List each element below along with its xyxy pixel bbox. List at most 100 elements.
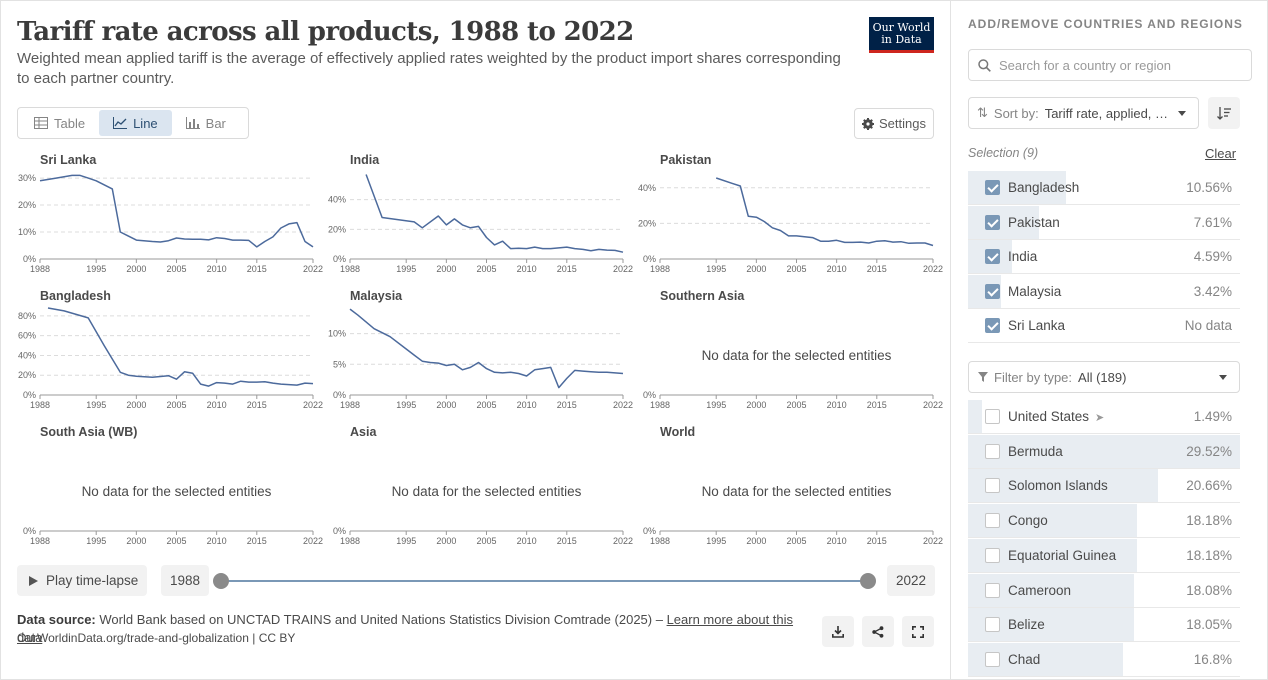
- fullscreen-button[interactable]: [902, 616, 934, 647]
- data-point[interactable]: [769, 225, 775, 231]
- tab-table[interactable]: Table: [20, 110, 99, 136]
- data-point[interactable]: [101, 343, 107, 349]
- data-point[interactable]: [492, 242, 498, 248]
- data-point[interactable]: [443, 363, 449, 369]
- data-point[interactable]: [61, 308, 67, 314]
- data-point[interactable]: [379, 214, 385, 220]
- data-point[interactable]: [564, 375, 570, 381]
- data-point[interactable]: [427, 359, 433, 365]
- data-point[interactable]: [580, 368, 586, 374]
- data-point[interactable]: [890, 239, 896, 245]
- data-point[interactable]: [818, 238, 824, 244]
- data-point[interactable]: [540, 366, 546, 372]
- data-point[interactable]: [532, 244, 538, 250]
- learn-more-link[interactable]: Learn more about this data: [17, 612, 794, 645]
- data-point[interactable]: [596, 369, 602, 375]
- data-point[interactable]: [270, 380, 276, 386]
- data-point[interactable]: [713, 175, 719, 181]
- tab-line[interactable]: Line: [99, 110, 172, 136]
- entity-checkbox[interactable]: [985, 513, 1000, 529]
- data-point[interactable]: [737, 183, 743, 189]
- data-point[interactable]: [117, 369, 123, 375]
- entity-checkbox[interactable]: [985, 283, 1000, 299]
- data-point[interactable]: [866, 240, 872, 246]
- data-point[interactable]: [198, 236, 204, 242]
- data-point[interactable]: [484, 366, 490, 372]
- data-point[interactable]: [761, 219, 767, 225]
- data-point[interactable]: [246, 379, 252, 385]
- data-point[interactable]: [882, 238, 888, 244]
- start-handle[interactable]: [213, 573, 229, 589]
- data-point[interactable]: [508, 246, 514, 252]
- data-point[interactable]: [198, 381, 204, 387]
- entity-row[interactable]: Belize 18.05%: [968, 608, 1240, 643]
- search-input[interactable]: Search for a country or region: [968, 49, 1252, 81]
- data-point[interactable]: [858, 239, 864, 245]
- data-point[interactable]: [262, 238, 268, 244]
- data-point[interactable]: [149, 374, 155, 380]
- entity-row[interactable]: Solomon Islands 20.66%: [968, 469, 1240, 504]
- data-point[interactable]: [451, 216, 457, 222]
- sort-select[interactable]: ⇅ Sort by: Tariff rate, applied, weighte…: [968, 97, 1199, 129]
- data-point[interactable]: [745, 213, 751, 219]
- data-point[interactable]: [914, 240, 920, 246]
- data-point[interactable]: [572, 246, 578, 252]
- data-point[interactable]: [500, 370, 506, 376]
- data-point[interactable]: [286, 382, 292, 388]
- data-point[interactable]: [500, 238, 506, 244]
- data-point[interactable]: [834, 237, 840, 243]
- data-point[interactable]: [165, 373, 171, 379]
- data-point[interactable]: [278, 225, 284, 231]
- data-point[interactable]: [355, 312, 361, 318]
- data-point[interactable]: [459, 222, 465, 228]
- data-point[interactable]: [109, 186, 115, 192]
- data-point[interactable]: [371, 326, 377, 332]
- entity-row[interactable]: Pakistan 7.61%: [968, 205, 1240, 240]
- play-timelapse-button[interactable]: Play time-lapse: [17, 565, 147, 596]
- data-point[interactable]: [93, 178, 99, 184]
- data-point[interactable]: [459, 367, 465, 373]
- data-point[interactable]: [53, 175, 59, 181]
- data-point[interactable]: [532, 367, 538, 373]
- data-point[interactable]: [516, 245, 522, 251]
- data-point[interactable]: [222, 236, 228, 242]
- entity-row[interactable]: Sri Lanka No data: [968, 309, 1240, 343]
- data-point[interactable]: [492, 369, 498, 375]
- data-point[interactable]: [294, 220, 300, 226]
- data-point[interactable]: [157, 239, 163, 245]
- data-point[interactable]: [580, 246, 586, 252]
- data-point[interactable]: [588, 248, 594, 254]
- entity-checkbox[interactable]: [985, 249, 1000, 264]
- data-point[interactable]: [174, 376, 180, 382]
- data-point[interactable]: [548, 246, 554, 252]
- series-line[interactable]: [349, 308, 624, 389]
- data-point[interactable]: [238, 378, 244, 384]
- data-point[interactable]: [588, 369, 594, 375]
- entity-checkbox[interactable]: [985, 214, 1000, 230]
- entity-row[interactable]: India 4.59%: [968, 240, 1240, 274]
- data-point[interactable]: [874, 238, 880, 244]
- entity-checkbox[interactable]: [985, 547, 1000, 563]
- data-point[interactable]: [302, 380, 308, 386]
- data-point[interactable]: [347, 306, 353, 312]
- data-point[interactable]: [906, 240, 912, 246]
- data-point[interactable]: [149, 238, 155, 244]
- data-point[interactable]: [230, 381, 236, 387]
- data-point[interactable]: [85, 315, 91, 321]
- series-line[interactable]: [365, 174, 624, 253]
- data-point[interactable]: [826, 238, 832, 244]
- data-point[interactable]: [133, 237, 139, 243]
- data-point[interactable]: [785, 233, 791, 239]
- data-point[interactable]: [564, 244, 570, 250]
- data-point[interactable]: [777, 228, 783, 234]
- settings-button[interactable]: Settings: [854, 108, 934, 139]
- entity-checkbox[interactable]: [985, 409, 1000, 424]
- data-point[interactable]: [411, 352, 417, 358]
- filter-select[interactable]: Filter by type: All (189): [968, 361, 1240, 393]
- series-line[interactable]: [715, 177, 934, 247]
- data-point[interactable]: [278, 381, 284, 387]
- data-point[interactable]: [467, 364, 473, 370]
- share-button[interactable]: [862, 616, 894, 647]
- data-point[interactable]: [475, 359, 481, 365]
- data-point[interactable]: [182, 236, 188, 242]
